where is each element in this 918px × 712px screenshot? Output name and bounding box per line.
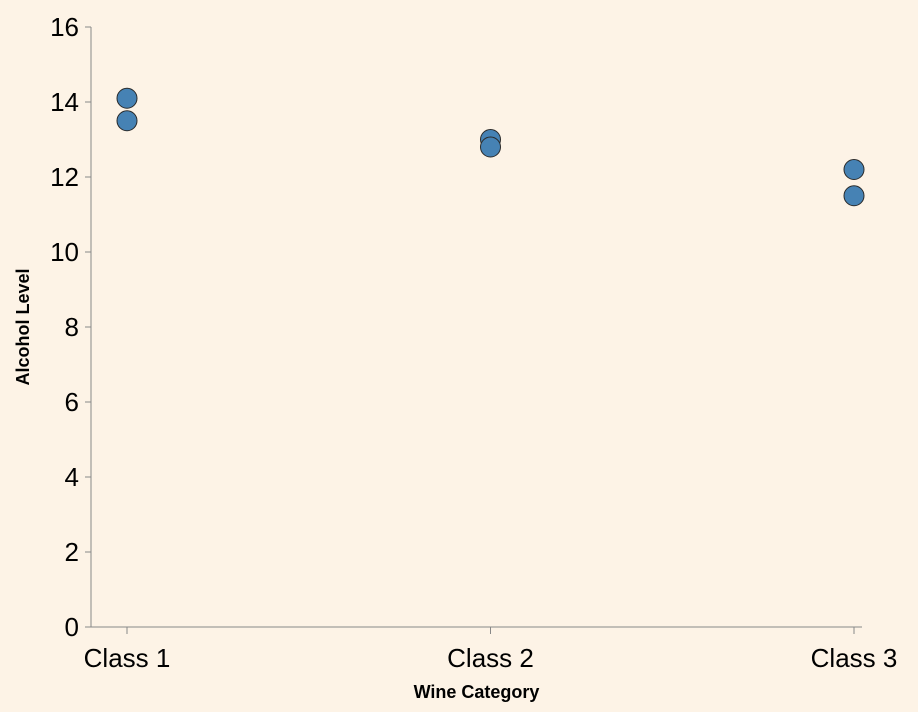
y-tick-label: 16 — [50, 12, 79, 42]
x-tick-label: Class 3 — [811, 643, 898, 673]
y-tick-label: 4 — [65, 462, 79, 492]
data-point — [116, 110, 138, 132]
y-tick-label: 2 — [65, 537, 79, 567]
y-tick-label: 8 — [65, 312, 79, 342]
data-points — [116, 87, 865, 207]
y-tick-label: 12 — [50, 162, 79, 192]
y-tick-label: 6 — [65, 387, 79, 417]
y-axis: 0 2 4 6 8 10 12 14 16 — [50, 12, 92, 642]
y-tick-label: 14 — [50, 87, 79, 117]
x-tick-label: Class 2 — [447, 643, 534, 673]
data-point — [843, 159, 865, 180]
data-point — [116, 87, 138, 109]
x-axis: Class 1 Class 2 Class 3 — [84, 626, 898, 673]
data-point — [480, 136, 501, 158]
data-point — [843, 185, 865, 207]
x-axis-title: Wine Category — [414, 682, 540, 702]
y-axis-title: Alcohol Level — [13, 268, 33, 385]
y-tick-label: 10 — [50, 237, 79, 267]
x-tick-label: Class 1 — [84, 643, 171, 673]
y-tick-label: 0 — [65, 612, 79, 642]
